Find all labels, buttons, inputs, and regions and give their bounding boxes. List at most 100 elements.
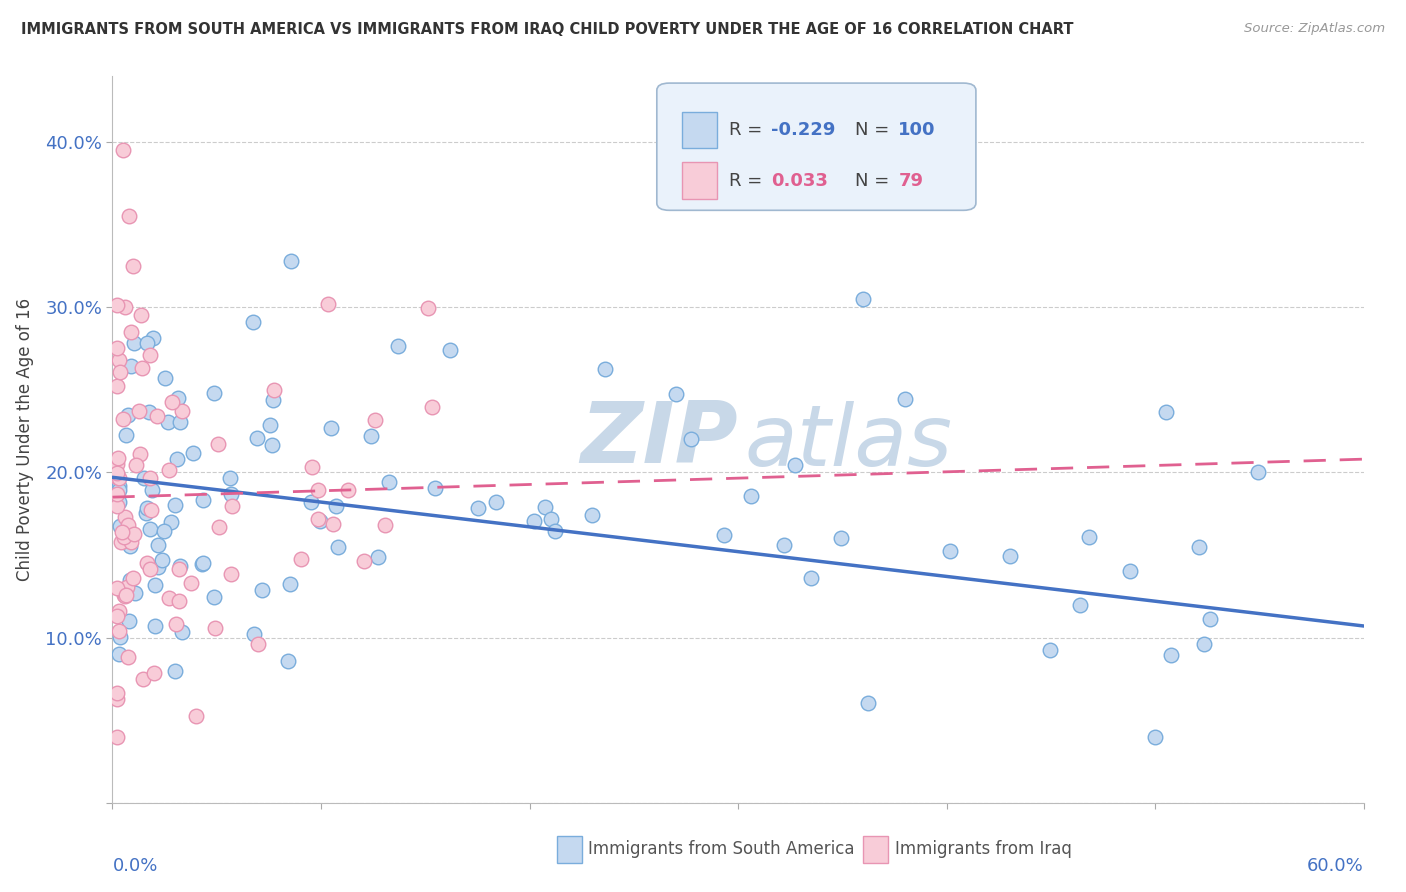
Point bbox=[242, 315, 264, 329]
Point bbox=[544, 524, 567, 538]
Point bbox=[157, 415, 180, 429]
Point bbox=[146, 560, 169, 574]
Text: 79: 79 bbox=[898, 171, 924, 189]
Point bbox=[485, 495, 508, 509]
Point bbox=[110, 535, 132, 549]
Point bbox=[141, 483, 163, 497]
Point bbox=[316, 297, 339, 311]
Point bbox=[112, 588, 135, 602]
Point bbox=[120, 573, 142, 587]
Point bbox=[139, 502, 162, 516]
Point bbox=[1192, 637, 1215, 651]
Point bbox=[1144, 730, 1167, 744]
Point bbox=[165, 498, 187, 512]
Point bbox=[260, 438, 283, 452]
Point bbox=[114, 589, 136, 603]
Point bbox=[108, 604, 131, 618]
Point bbox=[894, 392, 917, 406]
Text: N =: N = bbox=[855, 120, 894, 139]
Point bbox=[105, 457, 128, 471]
Point bbox=[581, 508, 603, 522]
Point bbox=[120, 535, 142, 549]
Point bbox=[301, 459, 323, 474]
Point bbox=[122, 527, 145, 541]
Point bbox=[129, 447, 152, 461]
Point bbox=[153, 371, 176, 385]
Point bbox=[740, 489, 762, 503]
Point bbox=[112, 530, 135, 544]
Point bbox=[423, 481, 446, 495]
Point bbox=[115, 588, 138, 602]
Point bbox=[221, 500, 243, 514]
Point bbox=[165, 617, 187, 632]
Point bbox=[322, 516, 344, 531]
Point bbox=[143, 666, 166, 681]
Point bbox=[593, 361, 616, 376]
FancyBboxPatch shape bbox=[682, 162, 717, 199]
Point bbox=[108, 624, 131, 638]
FancyBboxPatch shape bbox=[657, 83, 976, 211]
Text: Immigrants from South America: Immigrants from South America bbox=[588, 840, 855, 858]
Point bbox=[105, 298, 128, 312]
Point bbox=[128, 404, 150, 418]
Point bbox=[204, 621, 226, 635]
Point bbox=[138, 405, 160, 419]
Point bbox=[307, 483, 329, 497]
Point bbox=[713, 528, 735, 542]
Point bbox=[105, 692, 128, 706]
Point bbox=[111, 534, 134, 549]
Point bbox=[259, 418, 281, 433]
Point bbox=[135, 506, 157, 520]
Point bbox=[107, 495, 129, 509]
Point bbox=[169, 558, 191, 573]
Text: 100: 100 bbox=[898, 120, 936, 139]
Point bbox=[122, 571, 145, 585]
Point bbox=[139, 348, 162, 362]
Point bbox=[939, 544, 962, 558]
Point bbox=[325, 499, 347, 513]
Point bbox=[160, 395, 183, 409]
Point bbox=[111, 412, 134, 426]
Point bbox=[143, 618, 166, 632]
Point bbox=[1188, 540, 1211, 554]
Text: -0.229: -0.229 bbox=[770, 120, 835, 139]
Point bbox=[108, 353, 131, 368]
Point bbox=[111, 524, 134, 539]
Point bbox=[118, 209, 141, 223]
Point bbox=[1119, 564, 1142, 578]
Point bbox=[170, 625, 193, 640]
Point bbox=[773, 538, 796, 552]
Point bbox=[681, 432, 703, 446]
Point bbox=[105, 730, 128, 744]
Point bbox=[245, 431, 267, 445]
Point bbox=[363, 413, 385, 427]
Point bbox=[117, 408, 139, 422]
Point bbox=[146, 538, 169, 552]
Point bbox=[280, 576, 302, 591]
Point bbox=[131, 672, 153, 686]
Text: atlas: atlas bbox=[744, 401, 952, 484]
Point bbox=[125, 458, 148, 472]
FancyBboxPatch shape bbox=[557, 836, 582, 863]
Text: R =: R = bbox=[730, 120, 769, 139]
Point bbox=[800, 571, 823, 585]
Point bbox=[263, 384, 285, 398]
Point bbox=[105, 379, 128, 393]
Point bbox=[139, 562, 162, 576]
Text: 60.0%: 60.0% bbox=[1308, 857, 1364, 875]
Point bbox=[114, 510, 136, 524]
Point bbox=[337, 483, 360, 497]
Point bbox=[135, 557, 157, 571]
Point bbox=[252, 582, 274, 597]
Point bbox=[114, 427, 136, 442]
Point bbox=[309, 514, 332, 528]
Point bbox=[439, 343, 461, 357]
Point bbox=[247, 636, 270, 650]
Point bbox=[111, 143, 134, 157]
Point bbox=[120, 325, 142, 339]
Point bbox=[219, 566, 242, 581]
Point bbox=[108, 479, 131, 493]
Point bbox=[280, 253, 302, 268]
Point bbox=[360, 428, 382, 442]
Point bbox=[1069, 598, 1091, 612]
